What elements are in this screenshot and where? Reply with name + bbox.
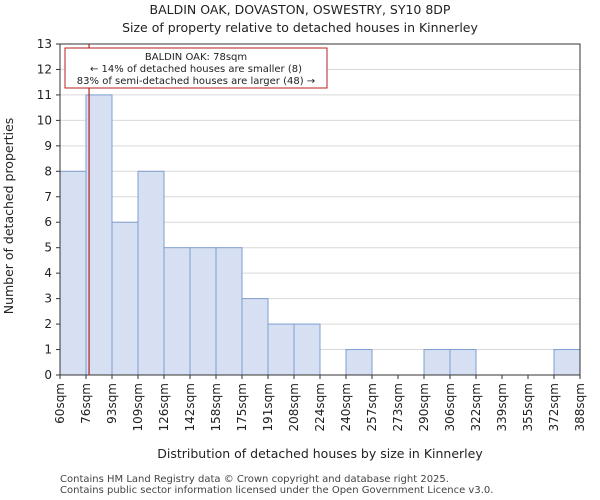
histogram-bar bbox=[553, 349, 581, 376]
y-tick-label: 8 bbox=[44, 164, 52, 178]
marker-annotation: BALDIN OAK: 78sqm ← 14% of detached hous… bbox=[64, 47, 328, 89]
x-tick-label: 191sqm bbox=[261, 383, 275, 431]
histogram-bar bbox=[215, 247, 243, 376]
x-tick-label: 273sqm bbox=[391, 383, 405, 431]
y-tick-label: 6 bbox=[44, 215, 52, 229]
histogram-bar bbox=[111, 221, 139, 376]
x-tick-label: 126sqm bbox=[157, 383, 171, 431]
x-tick-label: 109sqm bbox=[131, 383, 145, 431]
x-tick-label: 76sqm bbox=[79, 383, 93, 424]
plot-frame bbox=[59, 43, 581, 376]
histogram-bar bbox=[189, 247, 217, 376]
x-axis-label: Distribution of detached houses by size … bbox=[157, 446, 483, 461]
y-tick-label: 3 bbox=[44, 292, 52, 306]
histogram-bar bbox=[85, 94, 113, 376]
x-axis-ticks: 60sqm 76sqm 93sqm 109sqm 126sqm 142sqm 158sqm 1… bbox=[53, 375, 587, 431]
histogram-bar bbox=[293, 323, 321, 376]
y-tick-label: 1 bbox=[44, 343, 52, 357]
annotation-line-1: BALDIN OAK: 78sqm bbox=[145, 52, 247, 63]
footer-line-1: Contains HM Land Registry data © Crown c… bbox=[60, 474, 449, 485]
footer-line-2: Contains public sector information licen… bbox=[60, 485, 494, 496]
x-tick-label: 158sqm bbox=[209, 383, 223, 431]
histogram-bar bbox=[163, 247, 191, 376]
annotation-line-3: 83% of semi-detached houses are larger (… bbox=[77, 76, 315, 87]
y-tick-label: 13 bbox=[37, 37, 52, 51]
histogram-bar bbox=[137, 170, 165, 376]
x-tick-label: 93sqm bbox=[105, 383, 119, 424]
histogram-bar bbox=[241, 298, 269, 376]
x-tick-label: 372sqm bbox=[547, 383, 561, 431]
x-tick-label: 175sqm bbox=[235, 383, 249, 431]
x-tick-label: 355sqm bbox=[521, 383, 535, 431]
x-tick-label: 240sqm bbox=[339, 383, 353, 431]
histogram-bar bbox=[59, 170, 87, 376]
x-tick-label: 208sqm bbox=[287, 383, 301, 431]
y-tick-label: 9 bbox=[44, 139, 52, 153]
x-tick-label: 224sqm bbox=[313, 383, 327, 431]
x-tick-label: 290sqm bbox=[417, 383, 431, 431]
x-tick-label: 60sqm bbox=[53, 383, 67, 424]
x-tick-label: 339sqm bbox=[495, 383, 509, 431]
histogram-bar bbox=[423, 349, 451, 376]
x-tick-label: 306sqm bbox=[443, 383, 457, 431]
x-tick-label: 322sqm bbox=[469, 383, 483, 431]
y-tick-label: 4 bbox=[44, 266, 52, 280]
y-tick-label: 5 bbox=[44, 241, 52, 255]
y-tick-label: 10 bbox=[37, 113, 52, 127]
annotation-line-2: ← 14% of detached houses are smaller (8) bbox=[90, 64, 302, 75]
y-tick-label: 7 bbox=[44, 190, 52, 204]
y-tick-label: 12 bbox=[37, 62, 52, 76]
y-tick-label: 11 bbox=[37, 88, 52, 102]
x-tick-label: 257sqm bbox=[365, 383, 379, 431]
chart-subtitle: Size of property relative to detached ho… bbox=[122, 20, 478, 35]
histogram-bar bbox=[267, 323, 295, 376]
annotation-box bbox=[64, 47, 328, 89]
histogram-bar bbox=[345, 349, 373, 376]
y-tick-label: 2 bbox=[44, 317, 52, 331]
chart-title: BALDIN OAK, DOVASTON, OSWESTRY, SY10 8DP bbox=[150, 2, 451, 17]
bars bbox=[59, 94, 581, 376]
y-axis-label: Number of detached properties bbox=[1, 118, 16, 315]
x-tick-label: 388sqm bbox=[573, 383, 587, 431]
y-tick-label: 0 bbox=[44, 368, 52, 382]
x-tick-label: 142sqm bbox=[183, 383, 197, 431]
histogram-bar bbox=[449, 349, 477, 376]
